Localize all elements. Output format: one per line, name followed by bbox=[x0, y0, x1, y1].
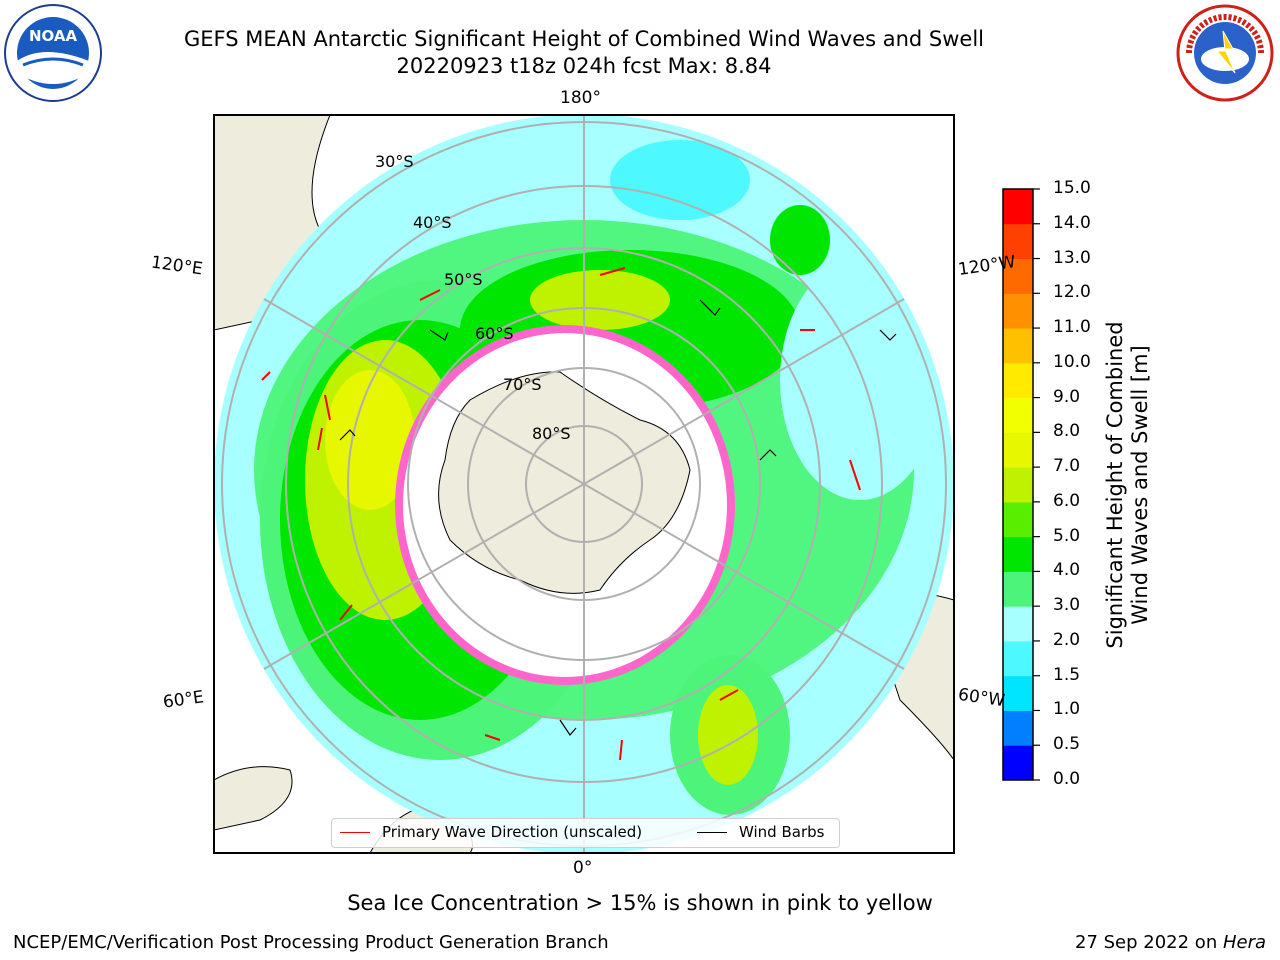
colorbar-title: Significant Height of Combined Wind Wave… bbox=[1103, 321, 1153, 648]
colorbar-tick-label: 0.5 bbox=[1053, 734, 1081, 755]
colorbar-swatch bbox=[1003, 501, 1033, 538]
legend-barb-line bbox=[697, 832, 727, 833]
footer-credit: NCEP/EMC/Verification Post Processing Pr… bbox=[13, 932, 609, 953]
colorbar-title-line2: Wind Waves and Swell [m] bbox=[1128, 345, 1152, 625]
colorbar-swatch bbox=[1003, 362, 1033, 399]
colorbar-tick-label: 2.0 bbox=[1053, 629, 1081, 650]
footer-date: 27 Sep 2022 on Hera bbox=[1075, 932, 1266, 953]
legend-wave-label: Primary Wave Direction (unscaled) bbox=[382, 823, 643, 841]
legend-barb-label: Wind Barbs bbox=[739, 823, 825, 841]
lat-label-30s: 30°S bbox=[375, 152, 414, 171]
colorbar-swatch bbox=[1003, 606, 1033, 642]
noaa-logo: NOAA bbox=[3, 3, 103, 107]
colorbar-tick-label: 1.0 bbox=[1053, 699, 1081, 720]
lat-label-70s: 70°S bbox=[503, 375, 542, 394]
legend-wave-line bbox=[340, 832, 370, 833]
footer-host: Hera bbox=[1222, 932, 1266, 953]
colorbar-swatch bbox=[1003, 432, 1033, 468]
lat-label-60s: 60°S bbox=[475, 324, 514, 343]
colorbar-swatch bbox=[1003, 710, 1033, 746]
lat-label-40s: 40°S bbox=[413, 213, 452, 232]
colorbar-swatch bbox=[1003, 293, 1033, 329]
colorbar-tick-label: 8.0 bbox=[1053, 421, 1081, 442]
colorbar-swatch bbox=[1003, 745, 1033, 781]
colorbar-tick-label: 12.0 bbox=[1053, 282, 1091, 303]
colorbar-swatch bbox=[1003, 675, 1033, 711]
colorbar-tick-label: 0.0 bbox=[1053, 769, 1081, 789]
colorbar-swatch bbox=[1003, 189, 1033, 225]
colorbar-tick-label: 13.0 bbox=[1053, 247, 1091, 268]
colorbar-swatch bbox=[1003, 467, 1033, 503]
lat-label-50s: 50°S bbox=[444, 270, 483, 289]
colorbar-swatch bbox=[1003, 223, 1033, 260]
chart-subtitle: 20220923 t18z 024h fcst Max: 8.84 bbox=[396, 54, 772, 78]
chart-title: GEFS MEAN Antarctic Significant Height o… bbox=[183, 27, 985, 51]
lon-label-180: 180° bbox=[560, 88, 601, 108]
colorbar-tick-label: 15.0 bbox=[1053, 178, 1091, 198]
colorbar-tick-label: 5.0 bbox=[1053, 525, 1081, 546]
nws-logo bbox=[1175, 3, 1275, 107]
colorbar-swatch bbox=[1003, 536, 1033, 572]
colorbar-swatch bbox=[1003, 328, 1033, 364]
noaa-logo-text: NOAA bbox=[29, 27, 78, 45]
colorbar-swatch bbox=[1003, 571, 1033, 607]
colorbar-title-line1: Significant Height of Combined bbox=[1103, 321, 1127, 649]
colorbar-tick-label: 6.0 bbox=[1053, 490, 1081, 511]
sea-ice-note: Sea Ice Concentration > 15% is shown in … bbox=[347, 891, 933, 915]
lon-label-0: 0° bbox=[573, 858, 593, 878]
colorbar-tick-label: 11.0 bbox=[1053, 317, 1091, 338]
colorbar-swatch bbox=[1003, 258, 1033, 294]
lat-label-80s: 80°S bbox=[532, 424, 571, 443]
colorbar-swatch bbox=[1003, 640, 1033, 677]
colorbar bbox=[1003, 188, 1040, 781]
colorbar-tick-label: 9.0 bbox=[1053, 386, 1081, 407]
colorbar-tick-label: 14.0 bbox=[1053, 212, 1091, 233]
footer-date-text: 27 Sep 2022 on bbox=[1075, 932, 1223, 953]
colorbar-tick-label: 7.0 bbox=[1053, 456, 1081, 477]
madagascar-land bbox=[214, 766, 293, 831]
colorbar-tick-label: 3.0 bbox=[1053, 595, 1081, 616]
colorbar-tick-label: 1.5 bbox=[1053, 664, 1081, 685]
colorbar-tick-label: 10.0 bbox=[1053, 351, 1091, 372]
antarctica-land bbox=[438, 371, 691, 594]
colorbar-swatch bbox=[1003, 397, 1033, 433]
map-legend: Primary Wave Direction (unscaled) Wind B… bbox=[331, 818, 840, 848]
colorbar-tick-label: 4.0 bbox=[1053, 560, 1081, 581]
